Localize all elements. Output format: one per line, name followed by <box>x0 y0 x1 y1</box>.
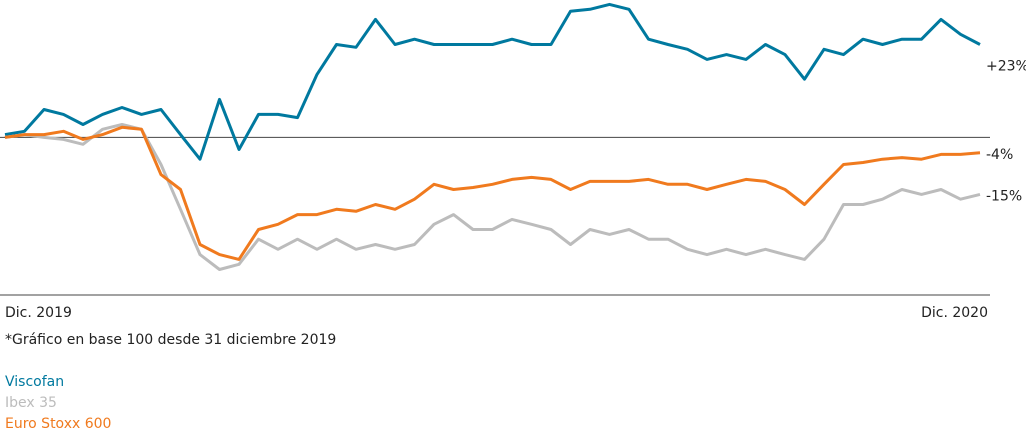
legend-entry: Viscofan <box>5 374 64 390</box>
footnote: *Gráfico en base 100 desde 31 diciembre … <box>5 332 336 348</box>
x-tick-label: Dic. 2020 <box>921 305 988 321</box>
legend-entry: Ibex 35 <box>5 395 57 411</box>
x-tick-label: Dic. 2019 <box>5 305 72 321</box>
end-label: +23% <box>986 58 1026 74</box>
end-label: -15% <box>986 188 1022 204</box>
legend-entry: Euro Stoxx 600 <box>5 416 111 430</box>
series-line <box>4 2 981 161</box>
end-label: -4% <box>986 147 1013 163</box>
series-line <box>4 123 981 271</box>
series-line <box>4 125 981 261</box>
